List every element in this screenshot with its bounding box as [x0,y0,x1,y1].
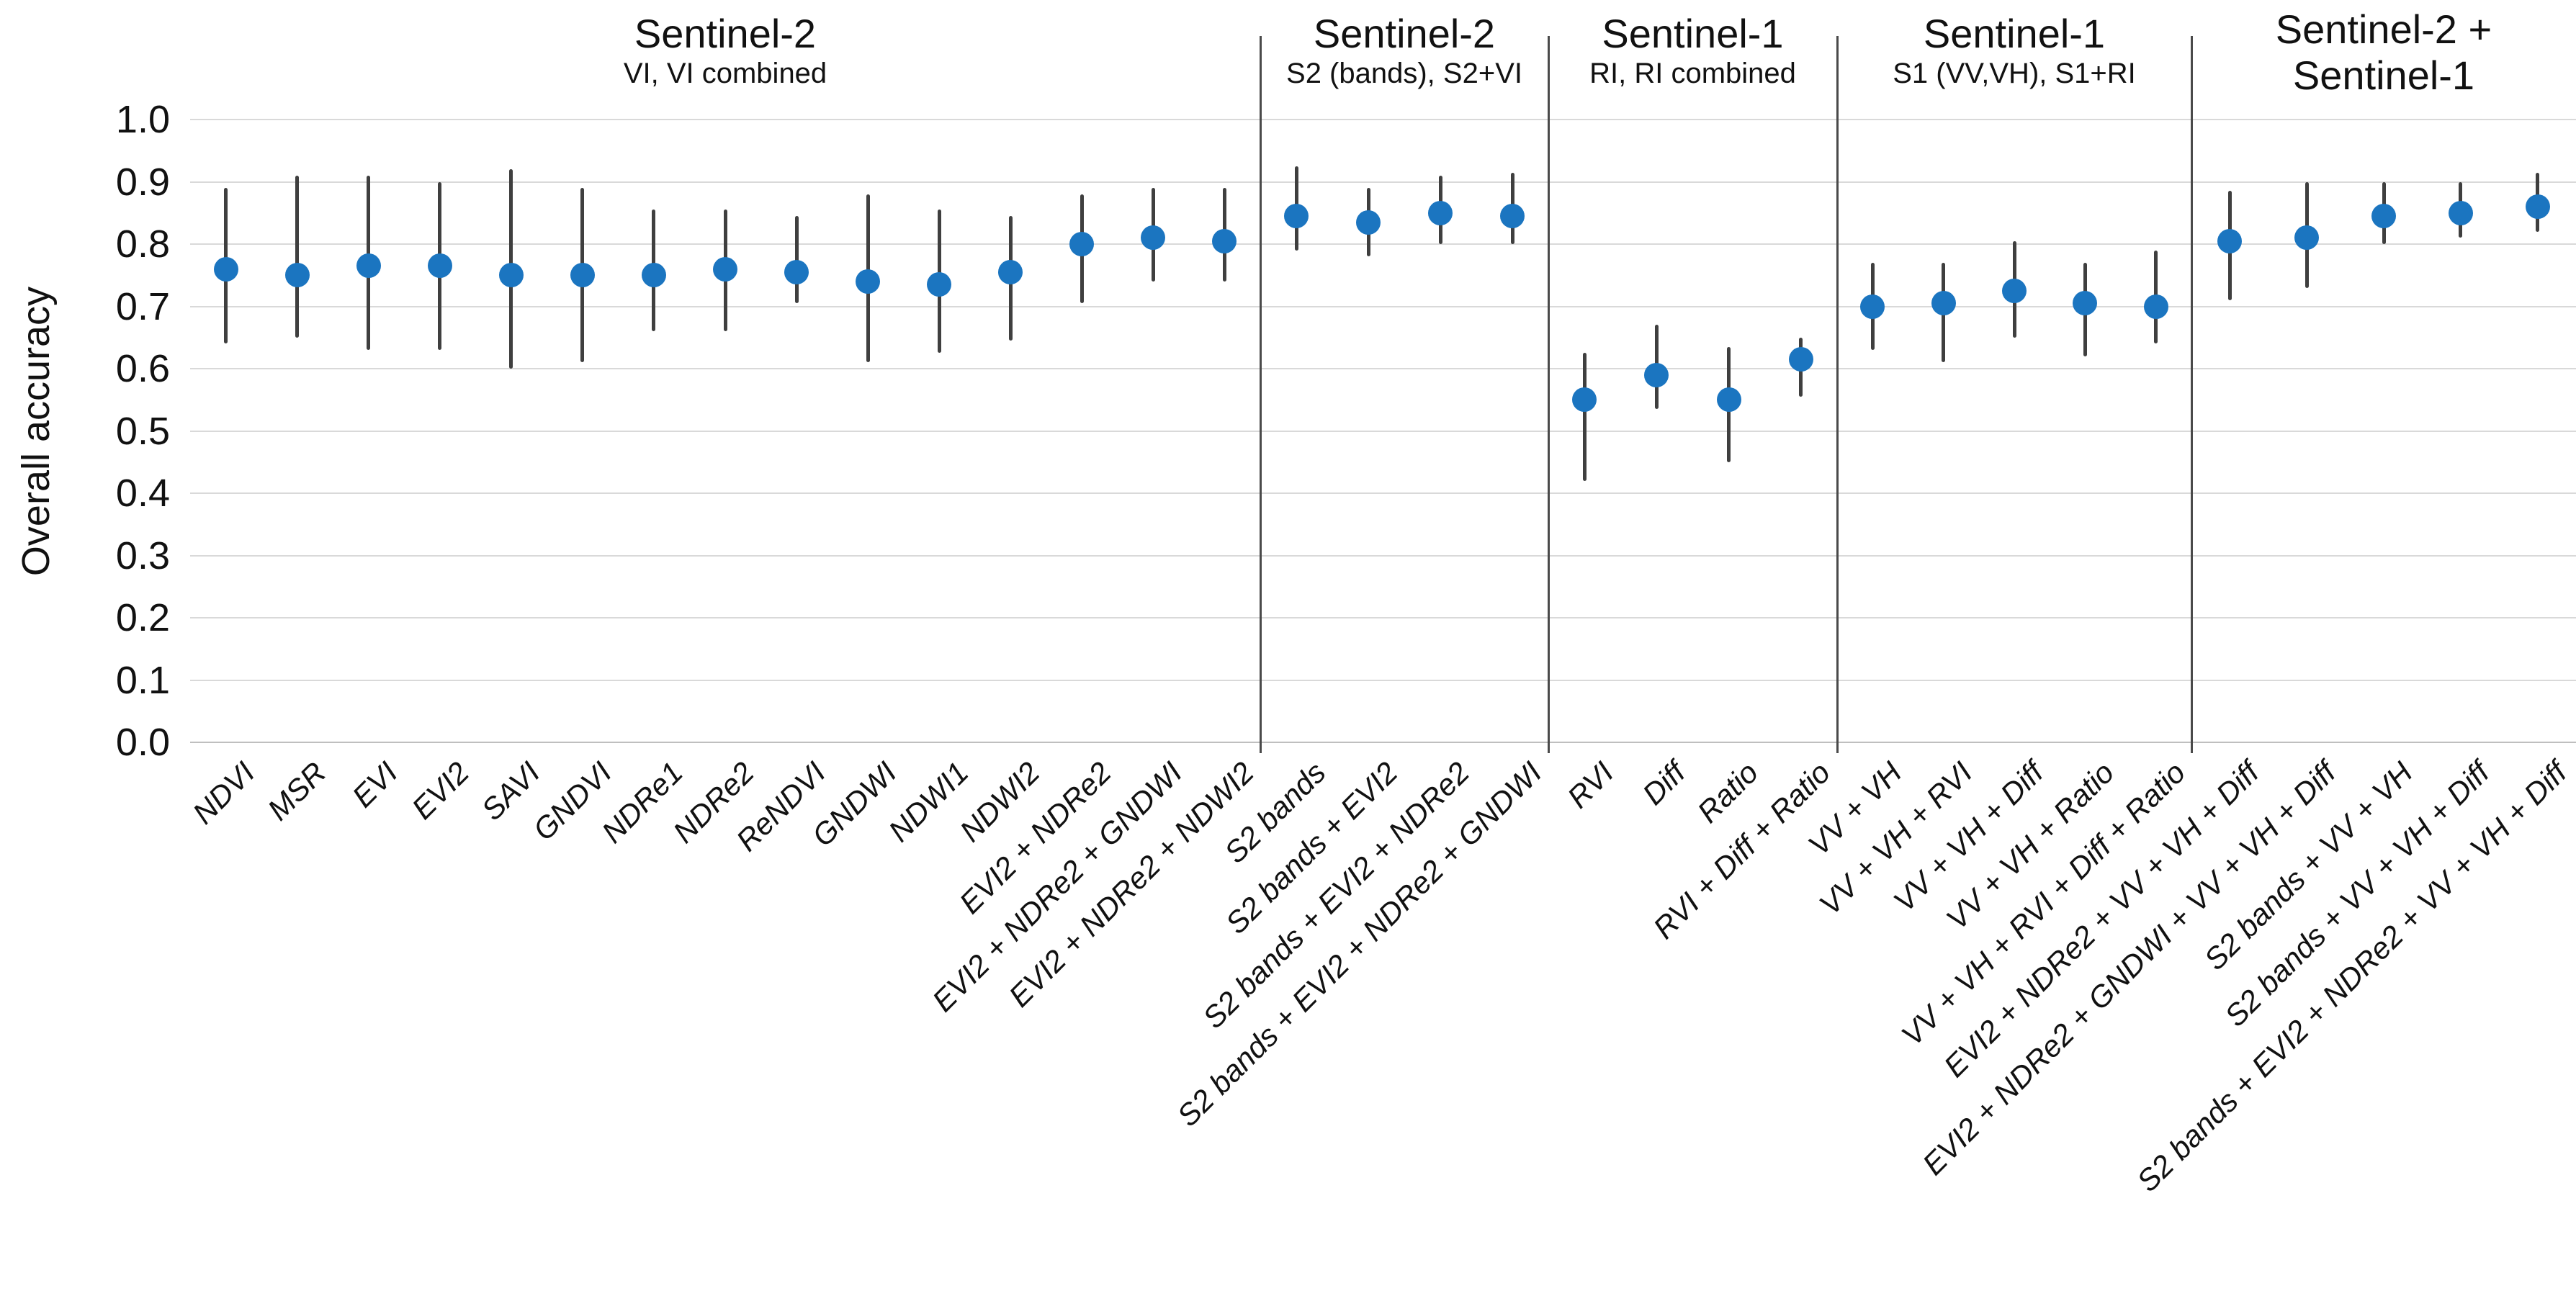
x-tick-label-text: NDVI [186,755,261,831]
group-title: Sentinel-2 [1313,11,1496,56]
gridline [190,492,2576,494]
group-subtitle: S1 (VV,VH), S1+RI [1893,58,2136,89]
data-point-marker [1931,291,1956,316]
x-tick-label-text: EVI [345,755,404,814]
data-point-marker [427,253,452,279]
gridline [190,554,2576,557]
data-point-marker [570,263,595,288]
error-bar [295,175,300,338]
y-tick-label: 0.7 [115,284,170,328]
y-tick-label: 0.2 [115,596,170,639]
x-tick-label-text: NDRe1 [595,755,690,850]
x-tick-label-text: EVI2 [405,755,475,826]
y-tick-label: 0.3 [115,534,170,577]
data-point-marker [641,263,666,288]
data-point-marker [356,253,381,279]
group-subtitle: RI, RI combined [1589,58,1796,89]
data-point-marker [2371,204,2396,229]
data-point-marker [213,256,238,282]
data-point-marker [2448,200,2473,225]
data-point-marker [784,259,809,284]
data-point-marker [2217,228,2243,253]
group-subtitle: S2 (bands), S2+VI [1286,58,1522,89]
group-divider [1836,36,1839,753]
data-point-marker [1212,228,1237,253]
group-title: Sentinel-1 [1923,11,2106,56]
data-point-marker [1428,200,1453,225]
data-point-marker [1356,210,1381,235]
gridline [190,368,2576,369]
data-point-marker [1141,225,1166,251]
data-point-marker [2073,291,2098,316]
data-point-marker [2525,194,2550,220]
group-divider [1259,36,1262,753]
data-point-marker [713,256,737,282]
gridline [190,430,2576,432]
gridline [190,617,2576,618]
data-point-marker [1716,387,1741,413]
y-tick-label: 0.0 [115,721,170,764]
group-title: Sentinel-1 [1602,11,1784,56]
data-point-marker [284,263,310,288]
data-point-marker [2294,225,2320,251]
data-point-marker [998,259,1023,284]
x-tick-label-text: RVI [1561,755,1620,815]
data-point-marker [1860,294,1885,319]
data-point-marker [927,272,952,297]
data-point-marker [1069,232,1095,256]
x-tick-label-text: NDWI1 [881,755,975,848]
y-tick-label: 0.9 [115,160,170,204]
y-tick-label: 1.0 [115,98,170,141]
group-title: Sentinel-2 + [2275,6,2492,52]
error-bar [1582,353,1587,481]
group-title: Sentinel-2 [634,11,817,56]
data-point-marker [2002,278,2027,303]
data-point-marker [1284,204,1309,229]
data-point-marker [1500,204,1525,229]
group-divider [1547,36,1550,753]
gridline [190,181,2576,183]
group-subtitle: Sentinel-1 [2292,53,2475,98]
gridline [190,119,2576,120]
group-subtitle: VI, VI combined [623,58,827,89]
y-tick-label: 0.8 [115,222,170,266]
gridline [190,742,2576,743]
data-point-marker [1572,387,1597,413]
y-tick-label: 0.4 [115,472,170,515]
y-tick-label: 0.6 [115,347,170,390]
gridline [190,243,2576,245]
error-bar [794,216,799,304]
data-point-marker [498,263,524,288]
gridline [190,305,2576,307]
gridline [190,679,2576,681]
y-tick-label: 0.5 [115,409,170,453]
data-point-marker [856,269,881,294]
data-point-marker [1644,362,1669,387]
data-point-marker [1788,347,1813,372]
x-tick-label-text: Diff [1635,755,1692,811]
x-tick-label-text: MSR [261,755,333,827]
y-tick-label: 0.1 [115,658,170,702]
data-point-marker [2143,294,2168,319]
group-divider [2190,36,2193,753]
